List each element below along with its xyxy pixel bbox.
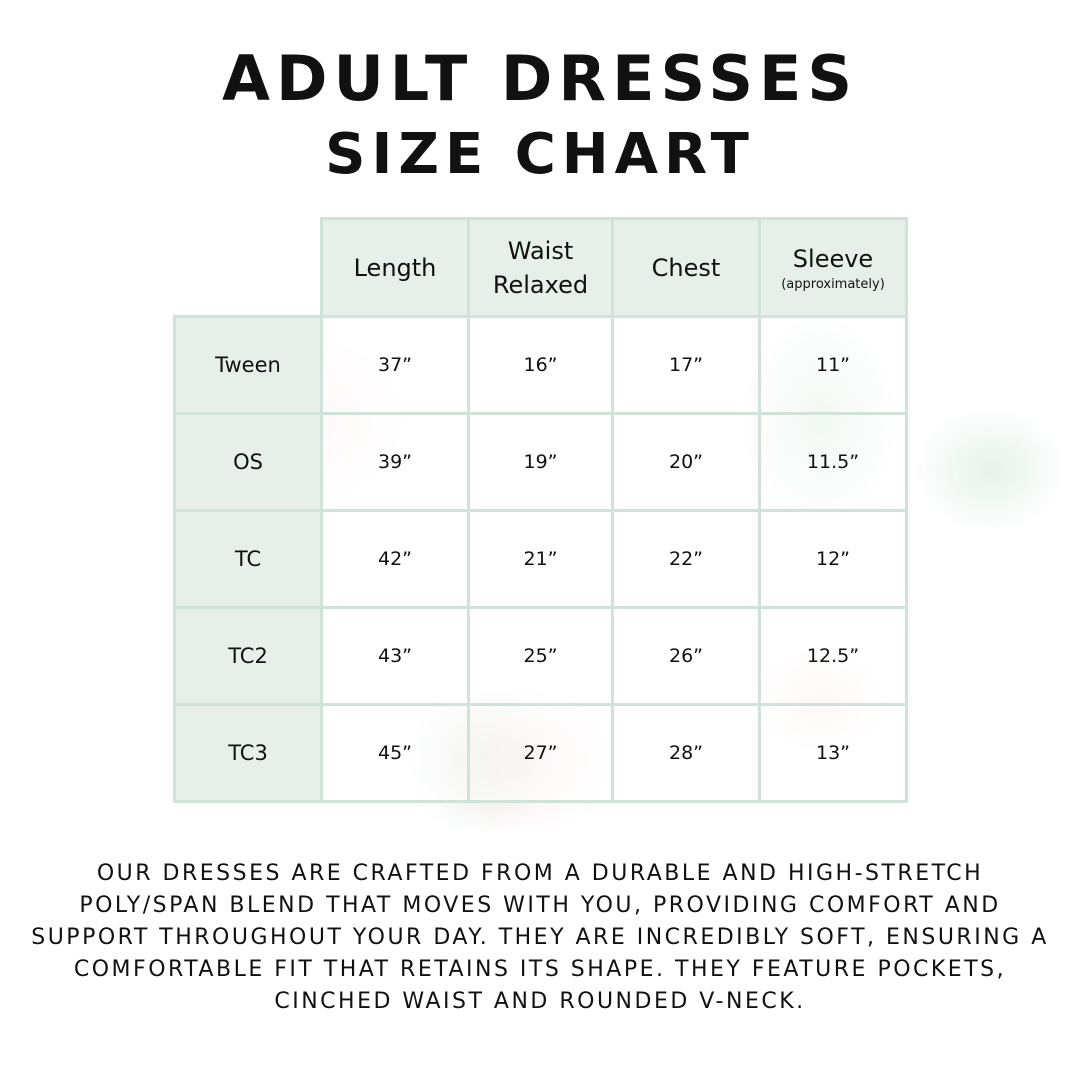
measurement-cell: 43”: [320, 606, 470, 706]
measurement-cell: 28”: [611, 703, 761, 803]
row-size-label: OS: [173, 412, 323, 512]
column-header-chest: Chest: [611, 217, 761, 318]
size-chart-table: Length Waist Relaxed Chest Sleeve (approx…: [173, 217, 908, 803]
table-row: OS 39” 19” 20” 11.5”: [173, 412, 908, 512]
row-size-label: TC: [173, 509, 323, 609]
measurement-cell: 11.5”: [758, 412, 908, 512]
measurement-cell: 21”: [467, 509, 614, 609]
table-row: TC3 45” 27” 28” 13”: [173, 703, 908, 803]
column-label: Sleeve: [792, 244, 874, 273]
measurement-cell: 39”: [320, 412, 470, 512]
measurement-cell: 25”: [467, 606, 614, 706]
column-label: Waist Relaxed: [492, 236, 589, 299]
measurement-cell: 13”: [758, 703, 908, 803]
column-sublabel: (approximately): [781, 276, 885, 292]
row-size-label: TC2: [173, 606, 323, 706]
table-row: Tween 37” 16” 17” 11”: [173, 315, 908, 415]
table-header-row: Length Waist Relaxed Chest Sleeve (approx…: [174, 217, 908, 318]
column-header-sleeve: Sleeve (approximately): [758, 217, 908, 318]
table-row: TC 42” 21” 22” 12”: [173, 509, 908, 609]
measurement-cell: 26”: [611, 606, 761, 706]
column-label: Length: [353, 253, 437, 282]
measurement-cell: 12.5”: [758, 606, 908, 706]
column-label: Chest: [651, 253, 721, 282]
measurement-cell: 17”: [611, 315, 761, 415]
measurement-cell: 37”: [320, 315, 470, 415]
description-text: Our dresses are crafted from a durable a…: [31, 861, 1049, 1014]
page-subtitle: Size Chart: [325, 122, 755, 187]
measurement-cell: 19”: [467, 412, 614, 512]
page-title: Adult Dresses: [222, 42, 858, 115]
measurement-cell: 12”: [758, 509, 908, 609]
measurement-cell: 16”: [467, 315, 614, 415]
measurement-cell: 20”: [611, 412, 761, 512]
measurement-cell: 22”: [611, 509, 761, 609]
table-row: TC2 43” 25” 26” 12.5”: [173, 606, 908, 706]
measurement-cell: 11”: [758, 315, 908, 415]
column-header-length: Length: [320, 217, 470, 318]
row-size-label: Tween: [173, 315, 323, 415]
measurement-cell: 45”: [320, 703, 470, 803]
measurement-cell: 27”: [467, 703, 614, 803]
measurement-cell: 42”: [320, 509, 470, 609]
column-header-waist: Waist Relaxed: [467, 217, 614, 318]
corner-cell: [174, 218, 323, 318]
row-size-label: TC3: [173, 703, 323, 803]
